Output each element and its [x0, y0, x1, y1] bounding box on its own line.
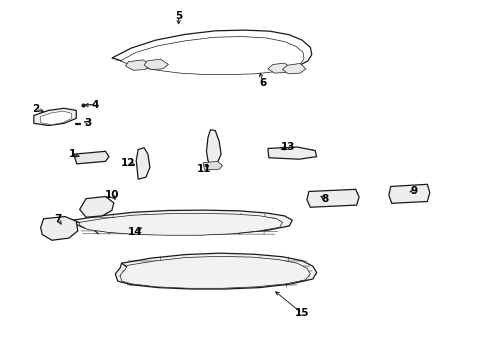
- Polygon shape: [120, 256, 310, 288]
- Text: 13: 13: [281, 142, 295, 152]
- Polygon shape: [41, 217, 78, 240]
- Text: 10: 10: [104, 190, 119, 200]
- Polygon shape: [267, 147, 316, 159]
- Polygon shape: [267, 63, 291, 73]
- Polygon shape: [120, 37, 304, 75]
- Text: 14: 14: [127, 227, 142, 237]
- Polygon shape: [388, 184, 429, 203]
- Polygon shape: [41, 111, 71, 125]
- Text: 3: 3: [84, 118, 91, 128]
- Polygon shape: [34, 108, 76, 126]
- Polygon shape: [112, 30, 311, 72]
- Text: 1: 1: [69, 149, 76, 159]
- Polygon shape: [115, 253, 316, 289]
- Polygon shape: [144, 59, 168, 69]
- Polygon shape: [282, 63, 305, 74]
- Polygon shape: [73, 210, 292, 234]
- Polygon shape: [80, 197, 114, 217]
- Text: 6: 6: [259, 78, 266, 88]
- Text: 12: 12: [121, 158, 136, 168]
- Text: 5: 5: [175, 11, 182, 21]
- Polygon shape: [125, 60, 151, 70]
- Polygon shape: [306, 189, 358, 207]
- Polygon shape: [74, 151, 109, 164]
- Polygon shape: [80, 213, 282, 235]
- Text: 15: 15: [294, 309, 308, 318]
- Polygon shape: [136, 148, 150, 179]
- Text: 9: 9: [410, 186, 417, 196]
- Text: 4: 4: [91, 100, 99, 110]
- Polygon shape: [203, 161, 222, 170]
- Text: 7: 7: [55, 215, 62, 224]
- Text: 11: 11: [197, 164, 211, 174]
- Text: 8: 8: [321, 194, 328, 204]
- Polygon shape: [206, 130, 221, 164]
- Text: 2: 2: [32, 104, 40, 114]
